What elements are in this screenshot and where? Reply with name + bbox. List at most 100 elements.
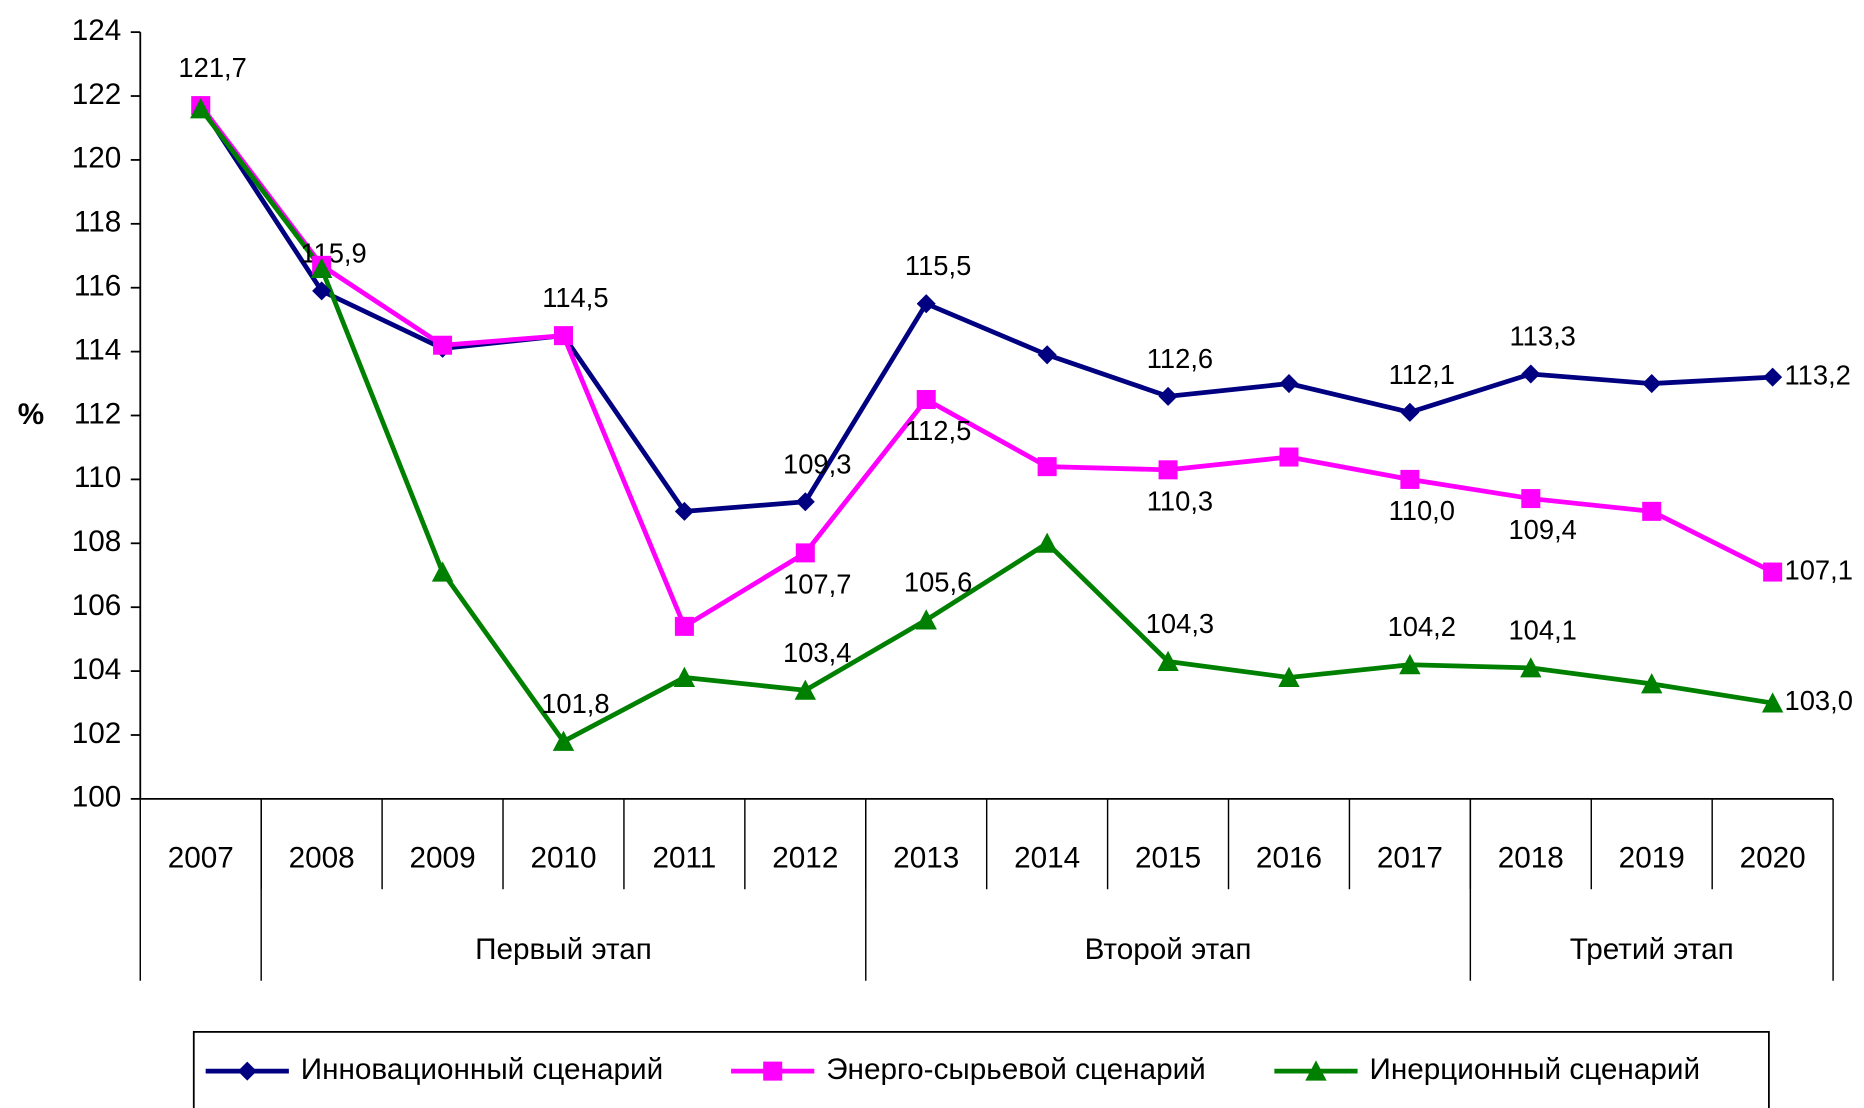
point: [916, 294, 936, 314]
point: [1036, 532, 1058, 553]
data-label: 104,2: [1388, 611, 1456, 642]
point: [795, 492, 815, 512]
legend-label: Энерго-сырьевой сценарий: [826, 1053, 1206, 1086]
point: [1278, 666, 1300, 687]
x-tick-label: 2010: [530, 841, 596, 874]
data-label: 109,4: [1508, 514, 1576, 545]
point: [1763, 562, 1783, 582]
data-label: 113,2: [1785, 359, 1851, 390]
data-label: 114,5: [542, 282, 608, 313]
series-line: [198, 104, 1773, 514]
point: [915, 609, 937, 630]
data-label: 115,9: [300, 237, 366, 268]
x-tick-label: 2014: [1014, 841, 1080, 874]
point: [1521, 364, 1541, 384]
x-tick-label: 2013: [893, 841, 959, 874]
point: [553, 326, 573, 346]
point: [674, 501, 694, 521]
data-label: 113,3: [1510, 321, 1576, 352]
data-label: 110,0: [1389, 495, 1455, 526]
legend-label: Инновационный сценарий: [301, 1053, 663, 1086]
point: [1279, 374, 1299, 394]
point: [1520, 657, 1542, 678]
x-tick-label: 2009: [410, 841, 476, 874]
point: [1279, 447, 1299, 467]
x-tick-label: 2012: [772, 841, 838, 874]
x-tick-label: 2011: [652, 841, 716, 874]
point: [431, 561, 454, 582]
point: [794, 679, 817, 700]
point: [1521, 489, 1541, 509]
data-label: 105,6: [904, 567, 972, 598]
point: [1642, 374, 1662, 394]
y-tick-label: 124: [72, 14, 122, 47]
y-tick-label: 104: [72, 653, 122, 686]
point: [1037, 457, 1057, 477]
point: [795, 543, 815, 563]
y-tick-label: 118: [74, 206, 121, 239]
data-label: 115,5: [905, 250, 971, 281]
data-label: 112,6: [1147, 343, 1213, 374]
point: [763, 1061, 783, 1081]
point: [310, 257, 333, 279]
data-label: 121,7: [178, 52, 246, 83]
x-tick-label: 2017: [1377, 841, 1443, 874]
x-tick-label: 2020: [1740, 841, 1806, 874]
point: [312, 281, 332, 301]
group-label: Третий этап: [1570, 933, 1734, 966]
y-tick-label: 122: [72, 78, 122, 111]
y-tick-label: 100: [72, 781, 122, 814]
x-tick-label: 2007: [168, 841, 234, 874]
point: [1305, 1060, 1327, 1081]
point: [190, 98, 212, 119]
y-tick-label: 120: [72, 142, 122, 175]
data-label: 112,5: [905, 415, 971, 446]
point: [1157, 650, 1179, 672]
data-label: 112,1: [1389, 359, 1455, 390]
series-line: [198, 107, 1774, 745]
point: [1399, 654, 1421, 675]
point: [673, 666, 696, 687]
y-axis-label: %: [18, 398, 44, 431]
x-tick-label: 2015: [1135, 841, 1201, 874]
series-line: [198, 104, 1774, 630]
point: [1400, 402, 1420, 422]
point: [433, 335, 453, 355]
point: [1761, 692, 1784, 713]
point: [1400, 469, 1420, 489]
group-label: Первый этап: [475, 933, 652, 966]
legend-box: [192, 1030, 1770, 1108]
data-label: 107,7: [783, 568, 851, 599]
y-tick-label: 112: [74, 397, 121, 430]
point: [1642, 501, 1662, 521]
data-label: 104,3: [1146, 608, 1214, 639]
group-label: Второй этап: [1085, 933, 1252, 966]
point: [237, 1061, 257, 1081]
data-label: 110,3: [1147, 485, 1213, 516]
data-label: 107,1: [1785, 554, 1853, 585]
point: [1641, 673, 1663, 694]
y-tick-label: 102: [72, 717, 122, 750]
y-tick-label: 110: [74, 461, 121, 494]
data-label: 103,0: [1785, 685, 1853, 716]
point: [1037, 345, 1057, 365]
x-tick-label: 2016: [1256, 841, 1322, 874]
y-tick-label: 108: [72, 525, 122, 558]
x-tick-label: 2018: [1498, 841, 1564, 874]
x-tick-label: 2019: [1619, 841, 1685, 874]
y-tick-label: 106: [72, 589, 122, 622]
point: [552, 730, 575, 751]
point: [916, 390, 936, 410]
data-label: 103,4: [783, 637, 851, 668]
point: [1763, 367, 1783, 387]
legend-label: Инерционный сценарий: [1369, 1053, 1700, 1086]
y-tick-label: 114: [74, 333, 121, 366]
data-label: 101,8: [541, 688, 609, 719]
y-tick-label: 116: [74, 270, 121, 303]
data-label: 104,1: [1508, 614, 1576, 645]
point: [1158, 386, 1178, 406]
point: [674, 616, 694, 636]
x-tick-label: 2008: [289, 841, 355, 874]
data-label: 109,3: [783, 448, 851, 479]
